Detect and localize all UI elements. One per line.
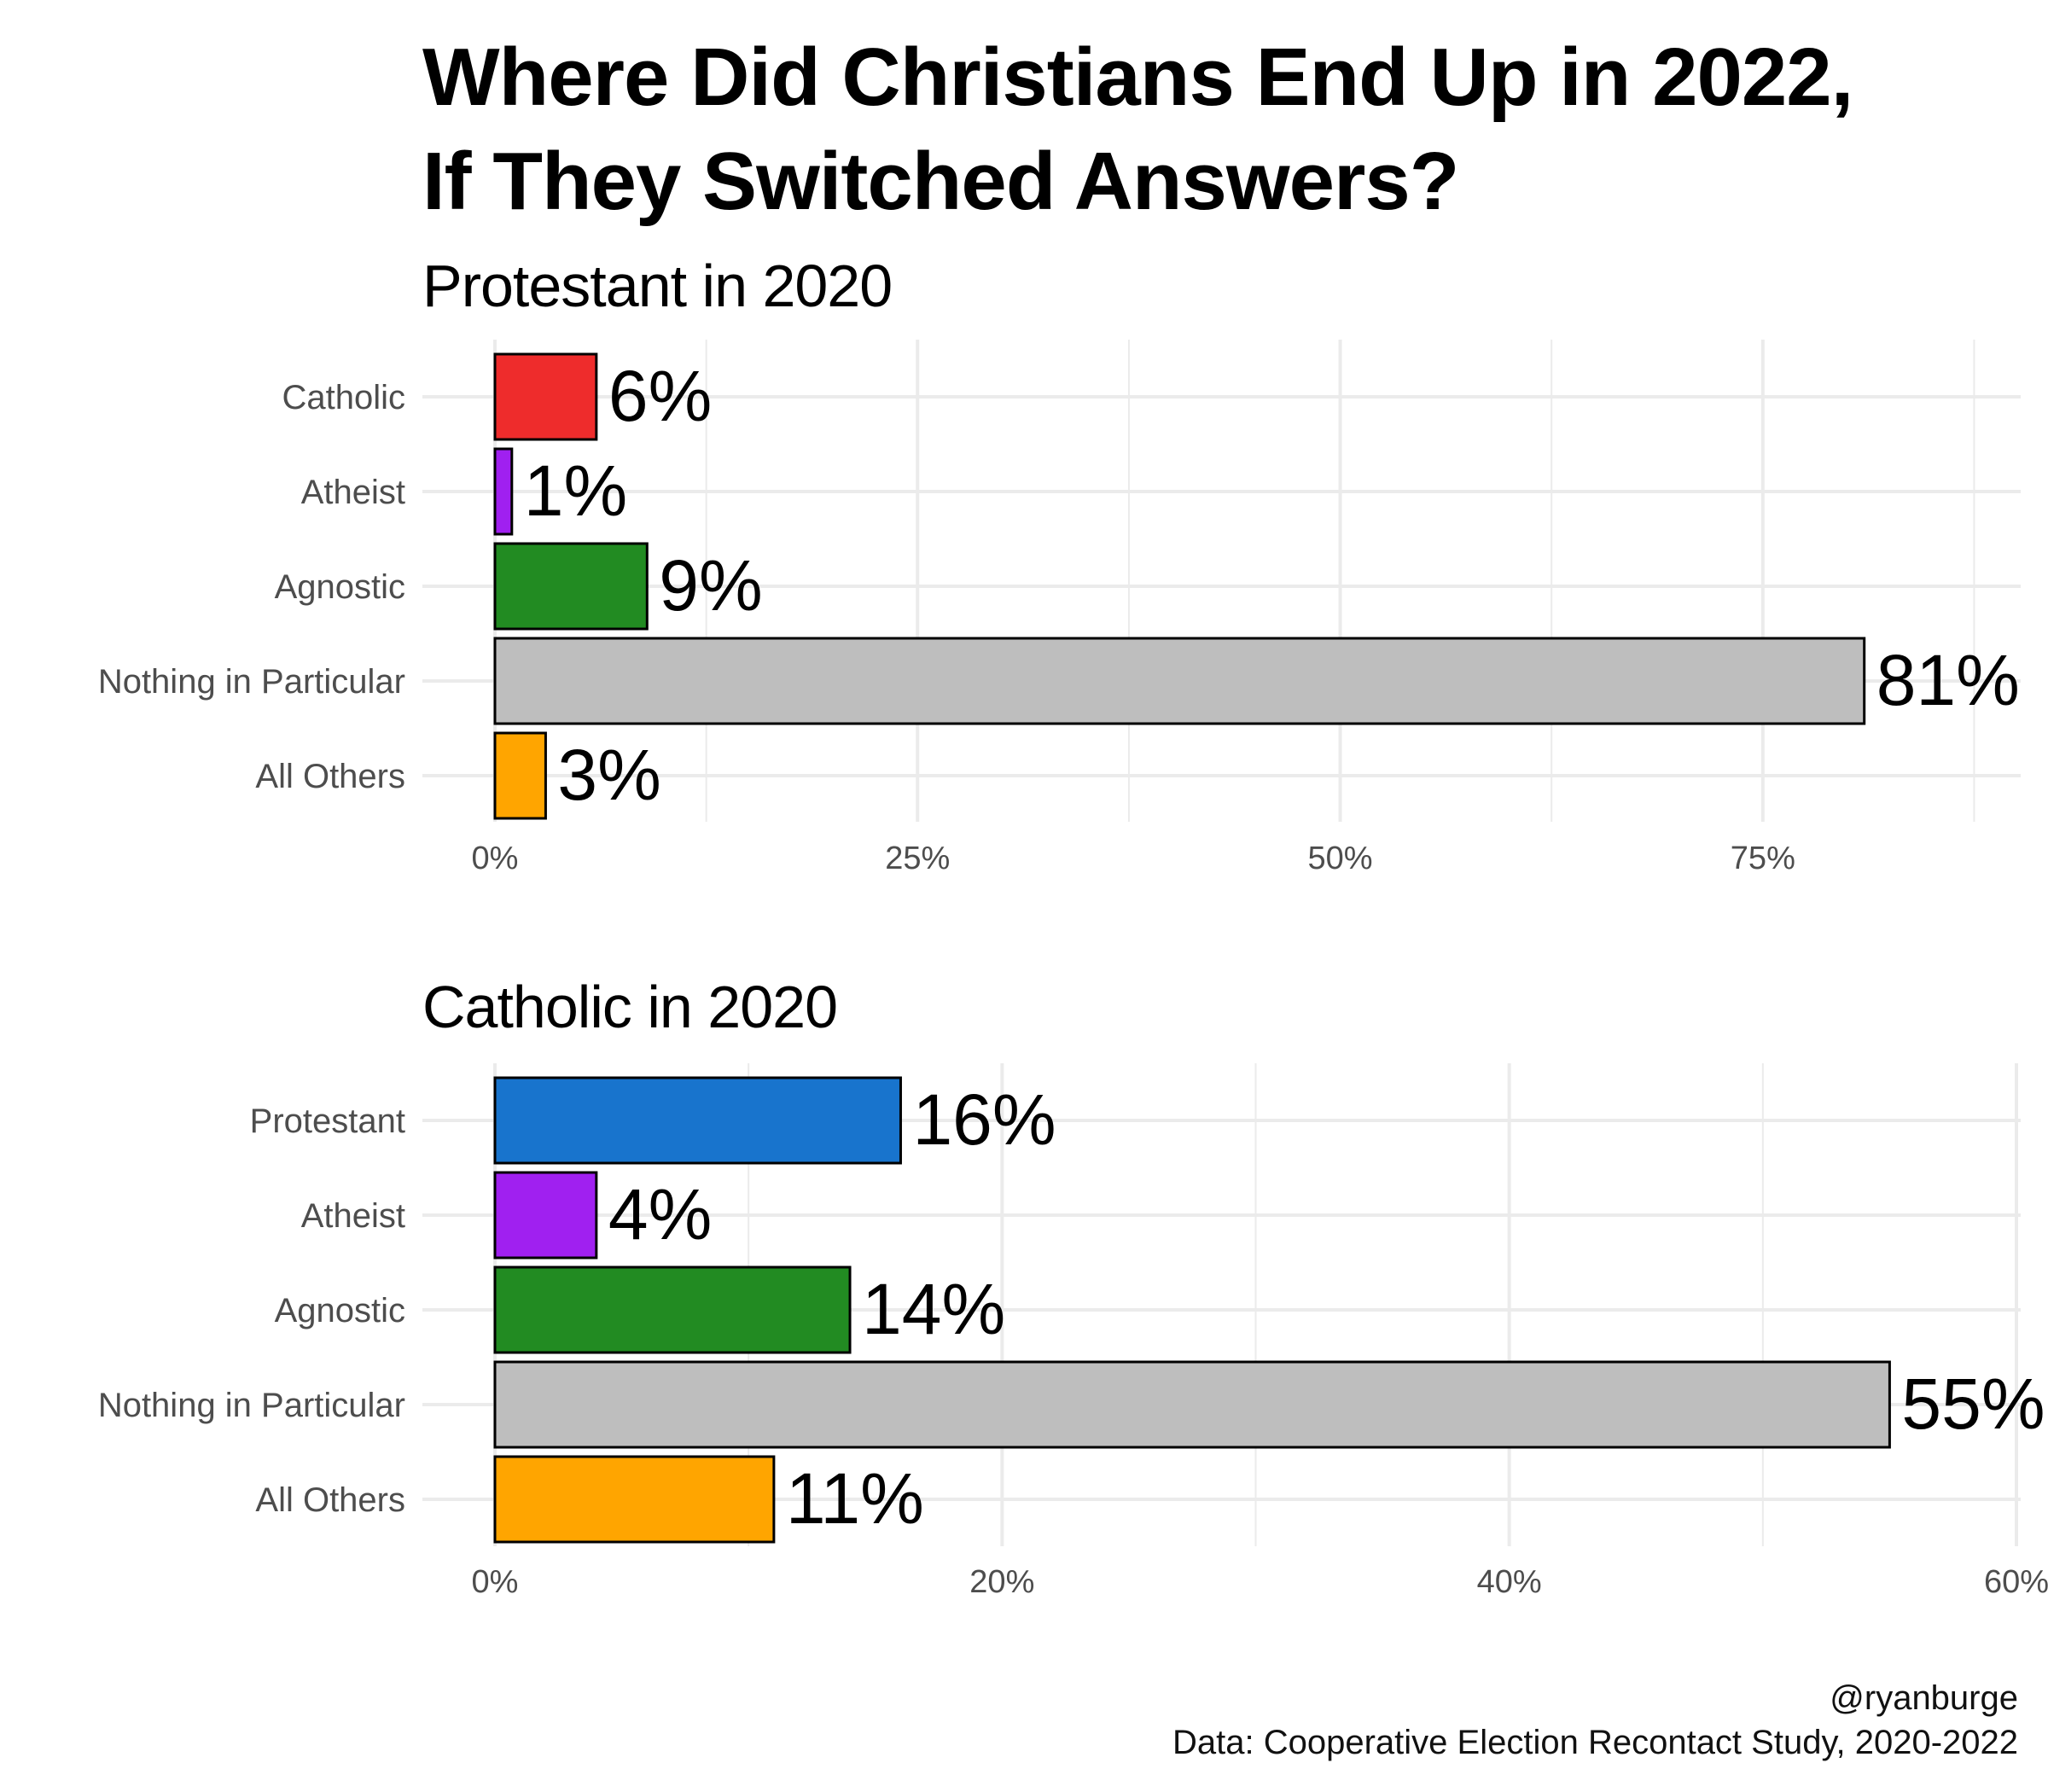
value-label-all-others: 11%	[786, 1458, 924, 1539]
category-label-nothing-in-particular: Nothing in Particular	[98, 663, 405, 701]
panel-title-catholic: Catholic in 2020	[422, 974, 838, 1040]
chart-title: Where Did Christians End Up in 2022, If …	[422, 26, 1853, 234]
x-tick-label: 20%	[969, 1564, 1034, 1600]
bar-all-others	[493, 731, 547, 820]
value-label-agnostic: 14%	[862, 1269, 1005, 1349]
value-label-nothing-in-particular: 81%	[1876, 640, 2020, 720]
category-label-all-others: All Others	[255, 1481, 405, 1519]
bar-atheist	[493, 1171, 598, 1260]
value-label-catholic: 6%	[608, 356, 712, 436]
category-label-nothing-in-particular: Nothing in Particular	[98, 1387, 405, 1424]
bar-nothing-in-particular	[493, 1360, 1891, 1449]
bar-nothing-in-particular	[493, 637, 1866, 725]
x-tick-label: 0%	[472, 841, 519, 876]
x-tick-label: 25%	[885, 841, 950, 876]
panel-title-protestant: Protestant in 2020	[422, 253, 893, 319]
x-tick-label: 50%	[1308, 841, 1373, 876]
bar-atheist	[493, 447, 514, 536]
bar-agnostic	[493, 542, 649, 631]
x-tick-label: 75%	[1731, 841, 1795, 876]
value-label-nothing-in-particular: 55%	[1901, 1364, 2045, 1444]
caption-source: Data: Cooperative Election Recontact Stu…	[1172, 1724, 2018, 1761]
value-label-atheist: 1%	[524, 451, 627, 531]
value-label-all-others: 3%	[557, 735, 660, 815]
category-label-all-others: All Others	[255, 758, 405, 795]
chart-title-line-1: Where Did Christians End Up in 2022,	[422, 32, 1853, 123]
bar-protestant	[493, 1076, 902, 1165]
bar-all-others	[493, 1455, 776, 1544]
category-label-agnostic: Agnostic	[275, 568, 405, 606]
x-tick-label: 40%	[1477, 1564, 1542, 1600]
category-label-atheist: Atheist	[301, 1197, 405, 1235]
category-label-agnostic: Agnostic	[275, 1292, 405, 1329]
bar-agnostic	[493, 1265, 852, 1354]
value-label-protestant: 16%	[912, 1079, 1056, 1160]
chart-title-line-2: If They Switched Answers?	[422, 136, 1459, 227]
category-label-atheist: Atheist	[301, 474, 405, 511]
x-tick-label: 60%	[1984, 1564, 2048, 1600]
value-label-atheist: 4%	[608, 1174, 712, 1254]
bar-catholic	[493, 352, 598, 441]
category-label-protestant: Protestant	[250, 1103, 405, 1140]
category-label-catholic: Catholic	[282, 379, 405, 416]
caption-author: @ryanburge	[1830, 1679, 2018, 1717]
x-tick-label: 0%	[472, 1564, 519, 1600]
value-label-agnostic: 9%	[659, 545, 762, 625]
